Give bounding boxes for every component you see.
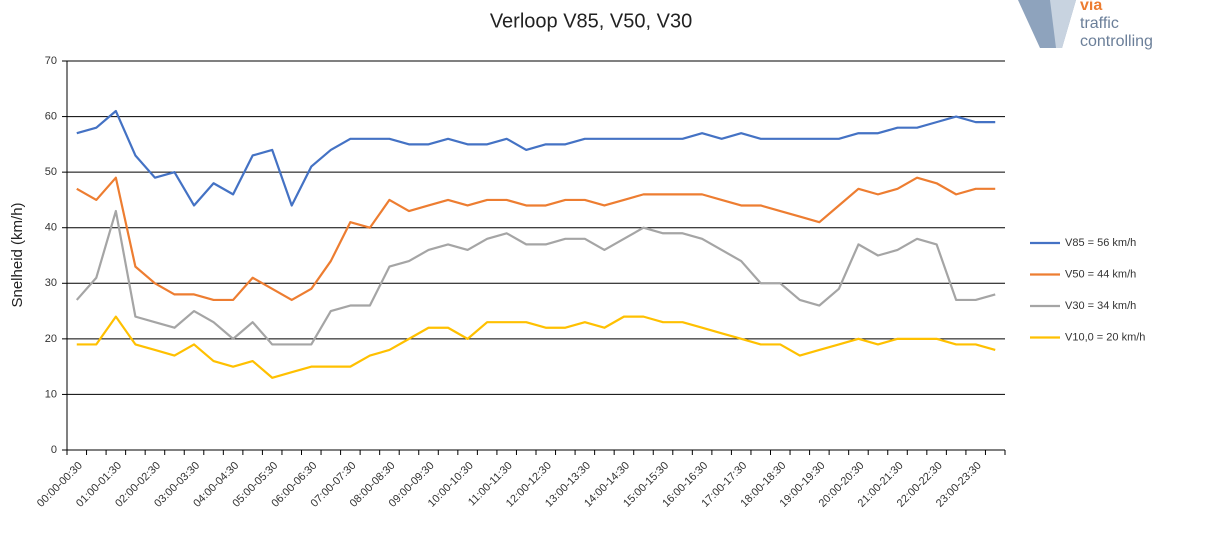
logo-text: traffic	[1080, 15, 1119, 32]
y-tick-label: 30	[45, 277, 57, 289]
legend-label: V10,0 = 20 km/h	[1065, 331, 1145, 343]
legend-label: V85 = 56 km/h	[1065, 237, 1136, 249]
logo-text: controlling	[1080, 33, 1153, 50]
legend-label: V50 = 44 km/h	[1065, 268, 1136, 280]
y-tick-label: 0	[51, 444, 57, 456]
logo-mark	[1050, 0, 1076, 48]
series-line	[76, 109, 996, 207]
y-axis-label: Snelheid (km/h)	[9, 202, 26, 307]
chart-title: Verloop V85, V50, V30	[490, 10, 692, 32]
logo-brand: via	[1080, 0, 1102, 14]
series-line	[76, 176, 996, 302]
y-tick-label: 50	[45, 166, 57, 178]
y-tick-label: 20	[45, 333, 57, 345]
series-line	[75, 209, 996, 346]
y-tick-label: 10	[45, 388, 57, 400]
y-tick-label: 70	[45, 55, 57, 67]
series-line	[76, 315, 996, 379]
y-tick-label: 60	[45, 110, 57, 122]
legend-label: V30 = 34 km/h	[1065, 300, 1136, 312]
logo: via traffic controlling	[1018, 0, 1153, 50]
y-tick-label: 40	[45, 222, 57, 234]
